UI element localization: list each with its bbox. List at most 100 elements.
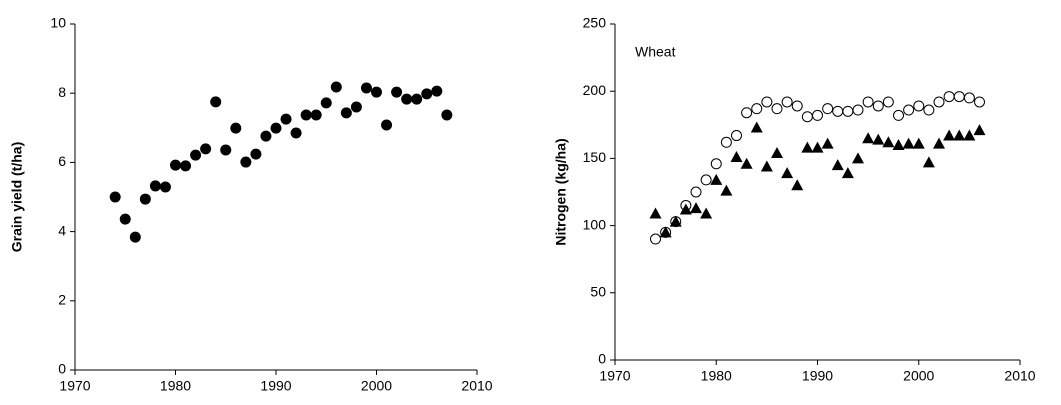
x-tick-label: 1980 xyxy=(160,378,191,394)
point xyxy=(129,231,141,243)
open-point xyxy=(953,91,965,103)
point xyxy=(270,122,282,134)
triangle-point xyxy=(791,179,804,191)
point xyxy=(290,127,302,139)
triangle-point xyxy=(912,137,925,149)
open-point xyxy=(751,103,763,115)
open-point xyxy=(822,103,834,115)
x-tick-label: 1990 xyxy=(260,378,291,394)
point xyxy=(170,159,181,171)
y-tick-label: 2 xyxy=(58,292,66,308)
triangle-point xyxy=(922,156,935,168)
open-point xyxy=(872,100,884,112)
y-tick-label: 10 xyxy=(50,15,66,31)
open-point xyxy=(690,186,702,198)
point xyxy=(240,156,252,168)
point xyxy=(200,143,212,155)
point xyxy=(220,144,232,156)
open-point xyxy=(933,96,945,108)
triangle-point xyxy=(690,202,702,214)
open-point xyxy=(771,103,783,115)
point xyxy=(401,93,413,105)
point xyxy=(381,119,393,131)
triangle-point xyxy=(771,147,783,159)
open-point xyxy=(650,233,661,245)
open-point xyxy=(741,107,753,119)
x-tick-label: 1990 xyxy=(802,368,833,384)
triangle-point xyxy=(760,160,773,172)
triangle-point xyxy=(649,207,662,219)
triangle-point xyxy=(801,141,814,153)
point xyxy=(250,148,262,160)
x-tick-label: 2010 xyxy=(461,378,492,394)
point xyxy=(310,109,322,121)
x-tick-label: 2000 xyxy=(361,378,392,394)
open-point xyxy=(781,96,793,108)
point xyxy=(139,193,151,205)
y-axis-label: Nitrogen (kg/ha) xyxy=(553,138,569,245)
x-tick-label: 1970 xyxy=(59,378,90,394)
open-point xyxy=(842,105,854,117)
x-tick-label: 1970 xyxy=(599,368,630,384)
open-point xyxy=(720,136,732,148)
open-point xyxy=(791,100,803,112)
point xyxy=(330,81,342,93)
triangle-point xyxy=(669,215,682,227)
y-tick-label: 4 xyxy=(58,222,66,238)
y-tick-label: 50 xyxy=(590,284,606,300)
y-tick-label: 0 xyxy=(598,351,606,367)
open-point xyxy=(801,111,813,123)
point xyxy=(350,101,362,113)
point xyxy=(230,122,242,134)
point xyxy=(260,130,272,142)
triangle-point xyxy=(730,151,743,163)
annotation: Wheat xyxy=(635,44,676,60)
point xyxy=(159,181,171,193)
triangle-point xyxy=(882,136,895,148)
point xyxy=(280,113,292,125)
open-point xyxy=(963,92,975,104)
triangle-point xyxy=(740,157,753,169)
open-point xyxy=(761,96,773,108)
triangle-point xyxy=(872,133,885,145)
triangle-point xyxy=(750,121,763,133)
triangle-point xyxy=(892,138,905,150)
y-tick-label: 150 xyxy=(583,149,607,165)
triangle-point xyxy=(852,152,864,164)
open-point xyxy=(882,96,894,108)
open-point xyxy=(862,96,874,108)
triangle-point xyxy=(679,203,692,215)
point xyxy=(340,107,352,119)
point xyxy=(109,191,121,203)
open-point xyxy=(852,104,864,116)
point xyxy=(180,160,192,172)
triangle-point xyxy=(659,226,672,238)
triangle-point xyxy=(902,137,915,149)
open-point xyxy=(974,96,985,108)
open-point xyxy=(710,158,722,170)
y-tick-label: 6 xyxy=(58,153,66,169)
triangle-point xyxy=(963,129,976,141)
point xyxy=(441,109,453,121)
triangle-point xyxy=(841,167,854,179)
triangle-point xyxy=(831,159,844,171)
point xyxy=(119,213,131,225)
y-tick-label: 100 xyxy=(583,216,607,232)
open-point xyxy=(731,130,742,142)
point xyxy=(421,88,433,100)
triangle-point xyxy=(933,137,945,149)
y-tick-label: 8 xyxy=(58,84,66,100)
open-point xyxy=(832,105,844,117)
x-tick-label: 2000 xyxy=(903,368,934,384)
triangle-point xyxy=(781,167,794,179)
point xyxy=(300,109,312,121)
open-point xyxy=(913,100,925,112)
triangle-point xyxy=(710,173,723,185)
open-point xyxy=(700,174,712,186)
x-tick-label: 2010 xyxy=(1004,368,1035,384)
triangle-point xyxy=(821,137,834,149)
open-point xyxy=(893,109,904,121)
open-point xyxy=(923,104,935,116)
triangle-point xyxy=(943,129,956,141)
y-tick-label: 250 xyxy=(583,15,607,31)
